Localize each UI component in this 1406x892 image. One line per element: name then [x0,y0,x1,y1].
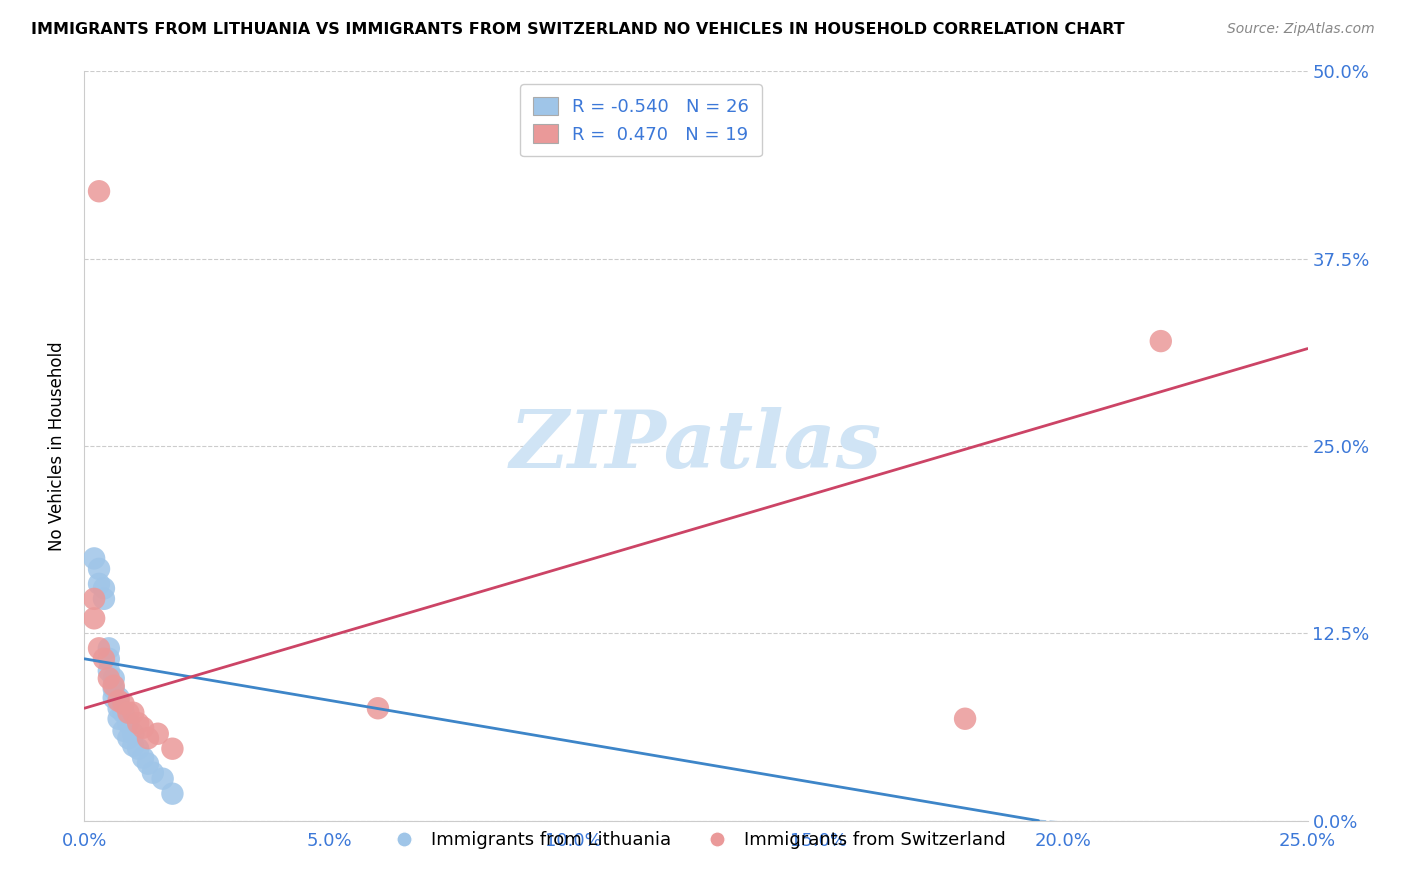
Point [152,772,174,786]
Point [103,690,125,705]
Point [136,731,159,746]
Point [107,694,129,708]
Point [93,652,115,666]
Text: ZIPatlas: ZIPatlas [510,408,882,484]
Point [117,731,139,746]
Point [97,641,120,656]
Point [87,562,110,576]
Y-axis label: No Vehicles in Household: No Vehicles in Household [48,341,66,551]
Point [142,765,165,780]
Point [162,741,184,756]
Point [162,787,184,801]
Point [97,652,120,666]
Point [87,577,110,591]
Point [122,739,145,753]
Point [97,671,120,685]
Text: IMMIGRANTS FROM LITHUANIA VS IMMIGRANTS FROM SWITZERLAND NO VEHICLES IN HOUSEHOL: IMMIGRANTS FROM LITHUANIA VS IMMIGRANTS … [31,22,1125,37]
Point [132,721,155,735]
Point [97,664,120,678]
Point [87,184,110,198]
Point [127,716,149,731]
Point [107,712,129,726]
Point [112,723,135,738]
Text: Source: ZipAtlas.com: Source: ZipAtlas.com [1227,22,1375,37]
Point [953,712,976,726]
Point [103,679,125,693]
Point [367,701,389,715]
Point [83,611,105,625]
Point [122,706,145,720]
Point [136,756,159,771]
Point [93,582,115,596]
Point [83,551,105,566]
Point [146,727,169,741]
Point [107,690,129,705]
Point [117,716,139,731]
Point [122,727,145,741]
Point [112,697,135,711]
Point [112,706,135,720]
Point [83,591,105,606]
Legend: Immigrants from Lithuania, Immigrants from Switzerland: Immigrants from Lithuania, Immigrants fr… [380,824,1012,856]
Point [132,750,155,764]
Point [103,681,125,696]
Point [117,706,139,720]
Point [103,671,125,685]
Point [93,591,115,606]
Point [87,641,110,656]
Point [1150,334,1173,348]
Point [107,701,129,715]
Point [127,741,149,756]
